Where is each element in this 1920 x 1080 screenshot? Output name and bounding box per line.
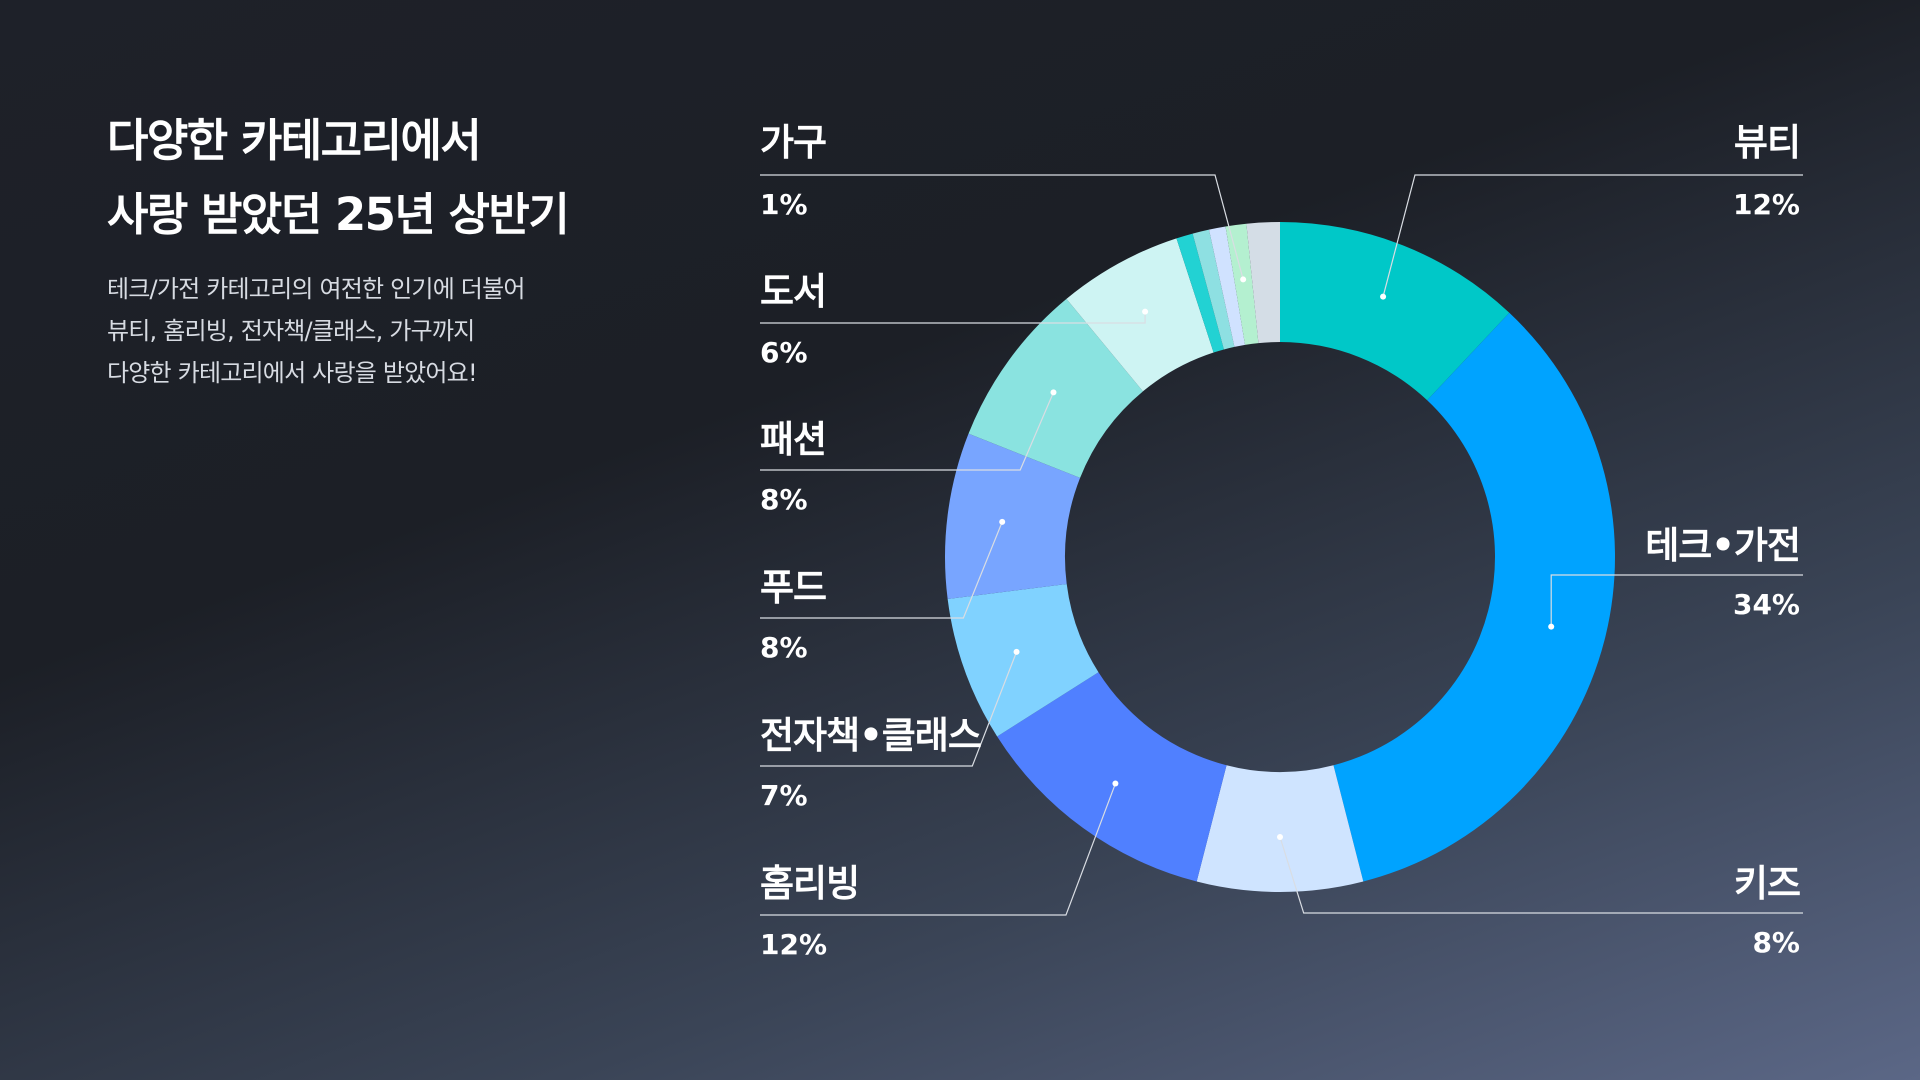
donut-slice-3: [997, 672, 1227, 882]
percent-label-1: 34%: [1733, 588, 1800, 621]
donut-slice-2: [1196, 765, 1364, 892]
category-label-3: 홈리빙: [760, 862, 859, 905]
leader-dot-2: [1277, 834, 1283, 840]
chart-labels: 뷰티 12% 테크•가전 34% 키즈 8% 홈리빙 12% 전자책•클래스 7% 푸드 8% 패션 8%…: [760, 121, 1801, 961]
donut-slice-10: [1208, 226, 1246, 347]
description-line-1: 테크/가전 카테고리의 여전한 인기에 더불어: [107, 275, 525, 303]
donut-slices: [945, 222, 1615, 892]
leader-dot-1: [1548, 623, 1555, 630]
donut-slice-7: [1066, 238, 1214, 392]
percent-label-0: 12%: [1733, 188, 1800, 221]
category-label-0: 뷰티: [1734, 121, 1800, 164]
percent-label-6: 8%: [760, 483, 808, 516]
leader-dot-6: [1050, 389, 1057, 396]
category-label-2: 키즈: [1734, 862, 1800, 905]
leader-dot-7: [1142, 308, 1149, 315]
donut-slice-9: [1192, 229, 1235, 350]
donut-slice-5: [945, 433, 1081, 599]
donut-slice-8: [1176, 233, 1224, 353]
description-line-3: 다양한 카테고리에서 사랑을 받았어요!: [107, 359, 478, 387]
donut-slice-0: [1280, 222, 1510, 401]
leader-line-11: [760, 174, 1244, 280]
category-label-1: 테크•가전: [1645, 524, 1800, 567]
percent-label-2: 8%: [1752, 926, 1800, 959]
category-label-11: 가구: [760, 121, 826, 164]
percent-label-7: 6%: [760, 336, 808, 369]
leader-dot-4: [1013, 648, 1020, 655]
donut-slice-6: [968, 298, 1143, 478]
percent-label-11: 1%: [760, 188, 808, 221]
category-label-6: 패션: [760, 418, 826, 461]
leader-dot-11: [1240, 276, 1247, 283]
leader-line-5: [760, 521, 1003, 619]
leader-line-0: [1382, 174, 1803, 297]
leader-line-2: [1279, 836, 1803, 914]
leader-line-6: [760, 392, 1055, 471]
donut-slice-12: [1246, 222, 1280, 344]
leader-dot-5: [999, 518, 1006, 525]
donut-slice-1: [1333, 312, 1615, 882]
leader-line-4: [760, 651, 1018, 767]
title-line-2: 사랑 받았던 25년 상반기: [107, 188, 570, 241]
donut-slice-11: [1225, 223, 1259, 345]
leader-line-1: [1550, 574, 1803, 627]
category-label-5: 푸드: [760, 566, 826, 609]
leader-dot-3: [1112, 780, 1119, 787]
percent-label-5: 8%: [760, 631, 808, 664]
leader-dot-0: [1380, 293, 1387, 300]
page-title: 다양한 카테고리에서 사랑 받았던 25년 상반기: [107, 104, 570, 252]
title-line-1: 다양한 카테고리에서: [107, 114, 482, 167]
percent-label-4: 7%: [760, 779, 808, 812]
description-line-2: 뷰티, 홈리빙, 전자책/클래스, 가구까지: [107, 317, 475, 345]
donut-slice-4: [947, 583, 1099, 737]
leader-line-7: [760, 311, 1146, 324]
description: 테크/가전 카테고리의 여전한 인기에 더불어 뷰티, 홈리빙, 전자책/클래스…: [107, 268, 525, 394]
percent-label-3: 12%: [760, 928, 827, 961]
category-label-7: 도서: [760, 270, 826, 313]
leader-lines: [760, 174, 1803, 916]
category-label-4: 전자책•클래스: [760, 714, 981, 757]
leader-line-3: [760, 783, 1116, 916]
